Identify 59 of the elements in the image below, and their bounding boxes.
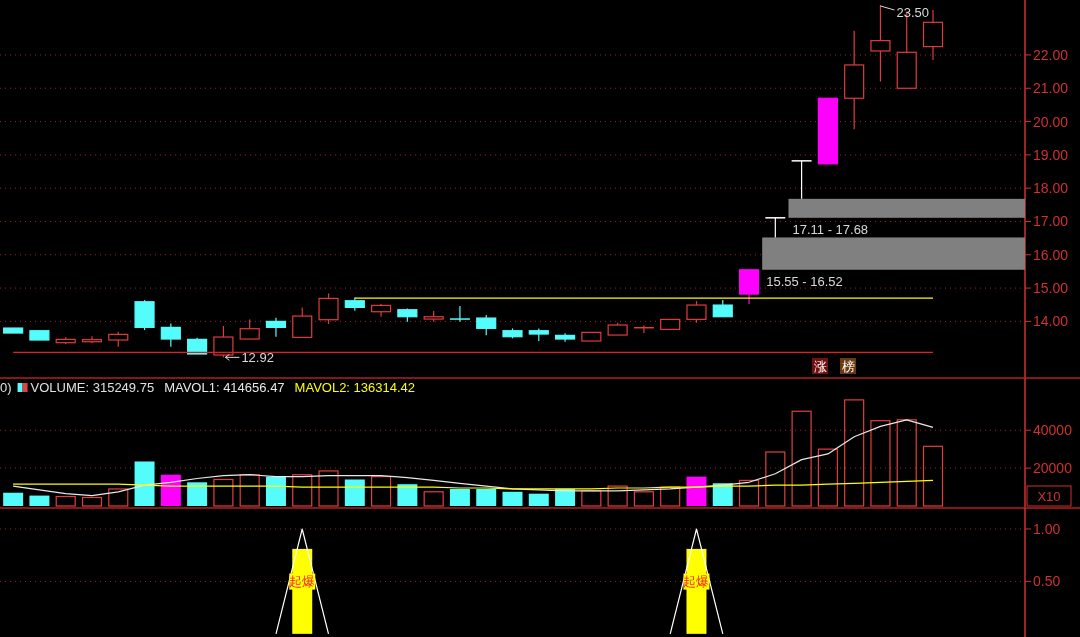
y-tick-label: 15.00 [1033, 280, 1069, 297]
text: MAVOL1: 414656.47 [164, 380, 285, 395]
bar [449, 488, 470, 506]
bar [502, 491, 523, 506]
y-tick-label: 17.00 [1033, 213, 1069, 230]
bar [791, 410, 812, 507]
chart-title: 0) [0, 380, 12, 395]
line-series [12, 479, 934, 490]
bar [318, 470, 339, 507]
bar [81, 496, 103, 507]
legend-label: VOLUME: 315249.75 [30, 380, 155, 395]
bar [922, 445, 944, 507]
y-tick-label: 14.00 [1033, 313, 1069, 330]
bar [607, 485, 628, 507]
band-label: 17.11 - 17.68 [792, 221, 869, 237]
bar [55, 495, 76, 507]
bar [397, 484, 418, 506]
bar [134, 461, 155, 506]
bar [29, 495, 50, 506]
bar [528, 493, 549, 506]
bar [765, 451, 786, 507]
bar [844, 399, 865, 507]
annotation: 榜 [841, 359, 855, 374]
annotation: 起爆 [683, 573, 710, 589]
y-tick-label: 20000 [1033, 460, 1073, 477]
text: MAVOL2: 136314.42 [294, 380, 416, 395]
annotation: 12.92 [241, 350, 274, 366]
bar [738, 479, 760, 507]
bar [187, 482, 208, 506]
bar [870, 420, 891, 507]
bar [476, 488, 497, 506]
bar [265, 476, 286, 506]
annotation: 起爆 [289, 573, 316, 589]
bar [423, 491, 444, 507]
line-series [12, 419, 934, 497]
y-tick-label: 20.00 [1033, 113, 1069, 130]
y-tick-label: 22.00 [1033, 46, 1069, 63]
text: X10 [1037, 489, 1061, 504]
bar [633, 491, 654, 507]
bar [817, 448, 838, 507]
bar [292, 474, 313, 507]
y-tick-label: 40000 [1033, 422, 1073, 439]
bar [896, 419, 917, 507]
bar [686, 476, 707, 506]
y-tick-label: 16.00 [1033, 246, 1069, 263]
bar [213, 478, 234, 507]
bar [660, 486, 681, 507]
annotation: 涨 [813, 359, 827, 374]
y-tick-label: 1.00 [1033, 520, 1061, 537]
y-tick-label: 21.00 [1033, 80, 1069, 97]
y-tick-label: 0.50 [1033, 573, 1061, 590]
annotation: 23.50 [896, 5, 929, 20]
y-tick-label: 18.00 [1033, 180, 1069, 197]
bar [108, 488, 129, 507]
bar [344, 479, 365, 506]
bar [3, 492, 24, 506]
bar [371, 476, 392, 507]
band-label: 15.55 - 16.52 [766, 273, 843, 289]
y-tick-label: 19.00 [1033, 146, 1069, 163]
